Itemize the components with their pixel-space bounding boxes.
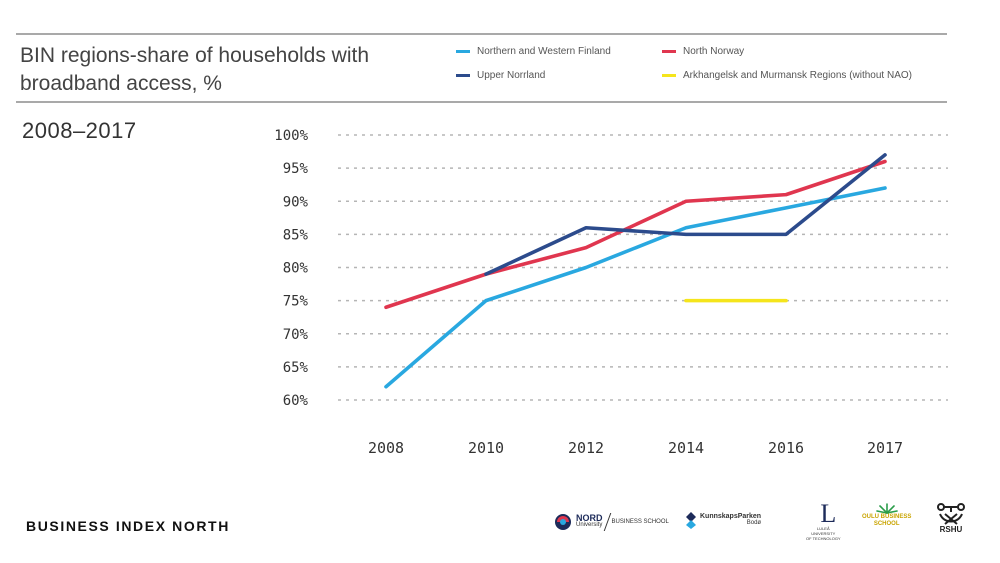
y-tick-label-70: 70% <box>283 327 309 343</box>
legend-item-north-norway: North Norway <box>662 46 744 57</box>
legend-item-upper-norrland: Upper Norrland <box>456 70 545 81</box>
chart-subtitle: 2008–2017 <box>22 118 137 143</box>
lulea-logo-line-2: UNIVERSITY <box>811 531 836 536</box>
series-line-north-norway <box>384 159 887 310</box>
series-line-northern-and-western-finland <box>384 186 887 389</box>
legend-label-upper-norrland: Upper Norrland <box>477 70 546 81</box>
x-tick-label-2016: 2016 <box>768 439 804 457</box>
oulu-sunburst-icon <box>875 503 898 514</box>
rshu-emblem-icon <box>937 503 965 525</box>
series-line-upper-norrland <box>484 153 887 276</box>
y-tick-label-60: 60% <box>283 393 309 409</box>
y-tick-label-95: 95% <box>283 161 309 177</box>
x-tick-label-2014: 2014 <box>668 439 704 457</box>
legend-swatch-upper-norrland <box>456 74 470 77</box>
lulea-logo-line-1: LULEÅ <box>816 526 830 531</box>
brand-name: BUSINESS INDEX NORTH <box>26 518 230 534</box>
chart-title-line-2: broadband access, % <box>20 72 222 95</box>
x-tick-label-2008: 2008 <box>368 439 404 457</box>
legend-label-arkhangelsk-murmansk: Arkhangelsk and Murmansk Regions (withou… <box>683 70 912 81</box>
y-tick-label-80: 80% <box>283 261 309 277</box>
chart-legend: Northern and Western Finland North Norwa… <box>456 46 956 96</box>
y-tick-label-85: 85% <box>283 227 309 243</box>
legend-label-northern-western-finland: Northern and Western Finland <box>477 46 611 57</box>
lulea-logo-line-3: OF TECHNOLOGY <box>806 536 841 541</box>
rshu-logo-name: RSHU <box>939 525 963 534</box>
line-chart: 100% 95% 90% 85% 80% 75% 70% 65% 60% 2008 2010 2012… <box>274 128 948 457</box>
kunnskapsparken-logo: KunnskapsParken Bodø <box>684 511 761 529</box>
nord-logo-name: NORD <box>576 513 603 523</box>
legend-swatch-north-norway <box>662 50 676 53</box>
y-tick-label-65: 65% <box>283 360 309 376</box>
x-tick-label-2012: 2012 <box>568 439 604 457</box>
lulea-logo-letter: L <box>820 499 837 528</box>
nord-logo-divider <box>603 513 611 531</box>
y-tick-label-75: 75% <box>283 294 309 310</box>
header-rule <box>16 101 947 103</box>
lulea-university-logo: L LULEÅ UNIVERSITY OF TECHNOLOGY <box>806 499 841 542</box>
nord-emblem-icon <box>555 514 571 530</box>
legend-swatch-arkhangelsk-murmansk <box>662 74 676 77</box>
nord-university-logo: NORD University BUSINESS SCHOOL <box>553 512 669 532</box>
legend-item-northern-western-finland: Northern and Western Finland <box>456 46 611 57</box>
kunnskapsparken-logo-name: KunnskapsParken <box>700 513 762 520</box>
legend-swatch-northern-western-finland <box>456 50 470 53</box>
nord-logo-sub: University <box>576 522 603 528</box>
nord-logo-divider-text: BUSINESS SCHOOL <box>611 518 669 525</box>
chart-title-line-1: BIN regions-share of households with <box>20 44 370 67</box>
y-tick-label-100: 100% <box>274 128 308 144</box>
chart-title: BIN regions-share of households with bro… <box>20 42 440 98</box>
kunnskapsparken-emblem-icon <box>686 512 696 529</box>
kunnskapsparken-logo-sub: Bodø <box>746 520 762 526</box>
rshu-logo: RSHU <box>934 502 968 534</box>
x-tick-label-2010: 2010 <box>468 439 504 457</box>
oulu-business-school-logo: OULU BUSINESS SCHOOL <box>862 502 911 528</box>
legend-label-north-norway: North Norway <box>683 46 745 57</box>
y-tick-label-90: 90% <box>283 194 309 210</box>
legend-item-arkhangelsk-murmansk: Arkhangelsk and Murmansk Regions (withou… <box>662 70 912 81</box>
top-rule <box>16 33 947 35</box>
x-tick-label-2017: 2017 <box>867 439 903 457</box>
oulu-logo-line-2: SCHOOL <box>873 521 900 527</box>
oulu-logo-line-1: OULU BUSINESS <box>862 514 912 520</box>
